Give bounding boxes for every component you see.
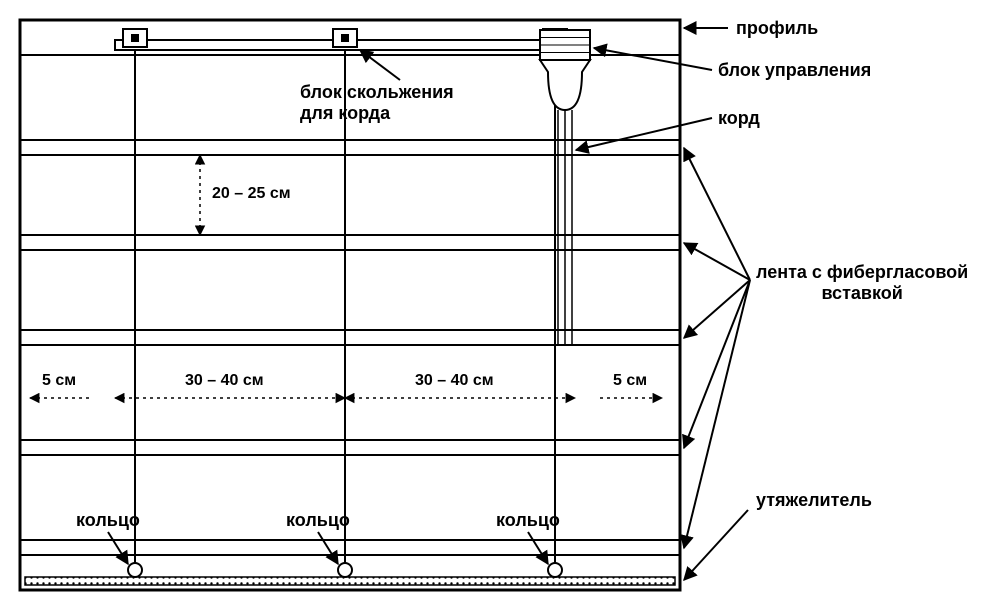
dim-span-1: 30 – 40 см	[185, 372, 264, 390]
dim-span-2: 30 – 40 см	[415, 372, 494, 390]
label-fiberglass: лента с фибергласовойвставкой	[756, 262, 968, 304]
label-control-block: блок управления	[718, 60, 871, 81]
label-slider-block: блок скольжениядля корда	[300, 82, 454, 124]
label-ring-3: кольцо	[496, 510, 560, 531]
label-ring-2: кольцо	[286, 510, 350, 531]
label-cord: корд	[718, 108, 760, 129]
dim-edge-left: 5 см	[42, 372, 76, 390]
roman-blind-diagram: профиль блок управления корд блок скольж…	[0, 0, 1000, 614]
dim-edge-right: 5 см	[613, 372, 647, 390]
label-profile: профиль	[736, 18, 818, 39]
dim-vertical: 20 – 25 см	[212, 185, 291, 203]
label-ring-1: кольцо	[76, 510, 140, 531]
label-weight: утяжелитель	[756, 490, 872, 511]
